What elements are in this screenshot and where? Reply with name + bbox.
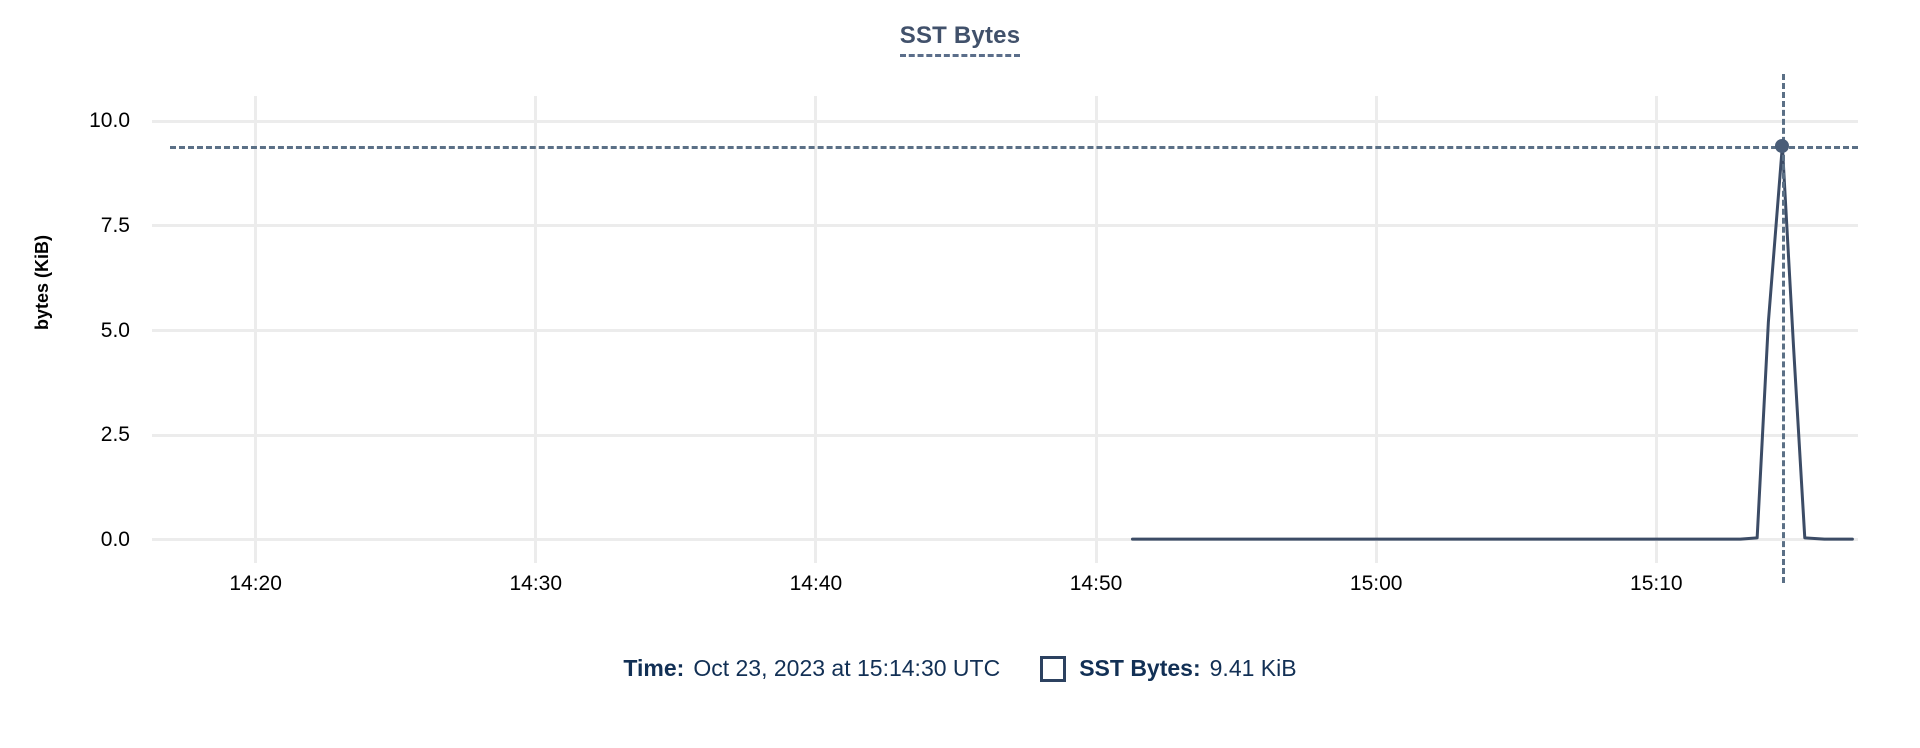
x-axis-tick-label: 14:30 <box>509 572 563 595</box>
y-axis-label: bytes (KiB) <box>32 234 52 330</box>
gridline-horizontal <box>152 433 1858 437</box>
x-axis-tick-label: 15:10 <box>1630 572 1683 595</box>
footer-time-value: Oct 23, 2023 at 15:14:30 UTC <box>693 655 1001 681</box>
x-axis-tick-label: 15:00 <box>1349 572 1403 595</box>
gridline-vertical <box>534 96 538 563</box>
gridline-horizontal <box>152 119 1858 123</box>
footer-series-value: 9.41 KiB <box>1209 655 1297 681</box>
x-axis-tick-label: 14:20 <box>229 572 282 595</box>
y-axis-tick-label: 0.0 <box>100 527 130 551</box>
footer-time-group: Time: Oct 23, 2023 at 15:14:30 UTC <box>623 655 1000 682</box>
footer-time-label: Time: <box>623 655 685 681</box>
gridline-horizontal <box>152 538 1858 542</box>
gridline-vertical <box>254 96 258 563</box>
plot-area[interactable]: 14:20 14:30 14:40 14:50 15:00 15:10 <box>152 74 1858 595</box>
y-axis-tick-label: 2.5 <box>100 423 130 447</box>
chart-title-text[interactable]: SST Bytes <box>899 22 1021 57</box>
gridline-horizontal <box>152 224 1858 228</box>
footer-series-label: SST Bytes: <box>1079 655 1201 681</box>
cursor-point-marker[interactable] <box>1775 138 1790 153</box>
gridline-vertical <box>814 96 818 563</box>
footer-series-group[interactable]: SST Bytes: 9.41 KiB <box>1040 655 1297 682</box>
series-color-swatch-icon[interactable] <box>1040 655 1067 682</box>
cursor-vertical-dashed-line <box>1782 74 1786 583</box>
gridline-vertical <box>1374 96 1378 563</box>
y-axis-tick-label: 10.0 <box>89 109 130 133</box>
x-axis-tick-label: 14:40 <box>789 572 843 595</box>
chart-footer-legend: Time: Oct 23, 2023 at 15:14:30 UTC SST B… <box>0 655 1920 682</box>
threshold-dashed-line <box>170 145 1858 149</box>
y-axis-tick-label: 7.5 <box>100 213 130 237</box>
x-axis-tick-label: 14:50 <box>1069 572 1123 595</box>
gridline-vertical <box>1654 96 1658 563</box>
gridline-horizontal <box>152 329 1858 333</box>
y-axis-tick-label: 5.0 <box>100 318 130 342</box>
gridline-vertical <box>1094 96 1098 563</box>
series-line-sst-bytes <box>152 96 1858 563</box>
page-title: SST Bytes <box>0 22 1920 57</box>
